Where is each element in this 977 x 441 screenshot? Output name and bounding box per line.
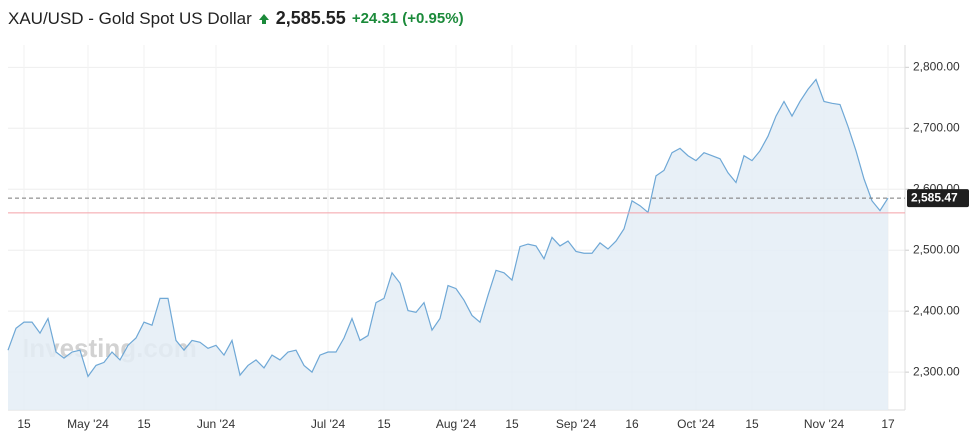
price: 2,585.55 [275, 8, 346, 28]
x-tick-label: Nov '24 [804, 417, 845, 431]
y-tick-label: 2,300.00 [913, 364, 960, 378]
x-tick-label: Aug '24 [436, 417, 477, 431]
x-tick-label: 15 [745, 417, 759, 431]
x-tick-label: 16 [625, 417, 639, 431]
last-price-box [907, 189, 969, 208]
y-tick-label: 2,700.00 [913, 120, 960, 134]
change: +24.31 (+0.95%) [351, 10, 464, 27]
y-tick-label: 2,800.00 [913, 59, 960, 73]
x-tick-label: 15 [137, 417, 151, 431]
header: XAU/USD - Gold Spot US Dollar 2,585.55 +… [8, 8, 464, 29]
up-arrow [258, 13, 269, 24]
x-tick-label: May '24 [67, 417, 109, 431]
x-tick-label: Oct '24 [677, 417, 715, 431]
x-tick-label: 15 [505, 417, 519, 431]
x-tick-label: Jun '24 [197, 417, 236, 431]
title: XAU/USD - Gold Spot US Dollar [8, 8, 252, 28]
area [8, 79, 888, 410]
y-tick-label: 2,500.00 [913, 242, 960, 256]
x-tick-label: 15 [377, 417, 391, 431]
line [7, 78, 889, 378]
x-tick-label: 17 [881, 417, 895, 431]
y-tick-label: 2,400.00 [913, 303, 960, 317]
x-tick-label: Sep '24 [556, 417, 597, 431]
x-tick-label: 15 [17, 417, 31, 431]
x-tick-label: Jul '24 [311, 417, 346, 431]
last-price-label: 2,585.47 [911, 190, 958, 204]
